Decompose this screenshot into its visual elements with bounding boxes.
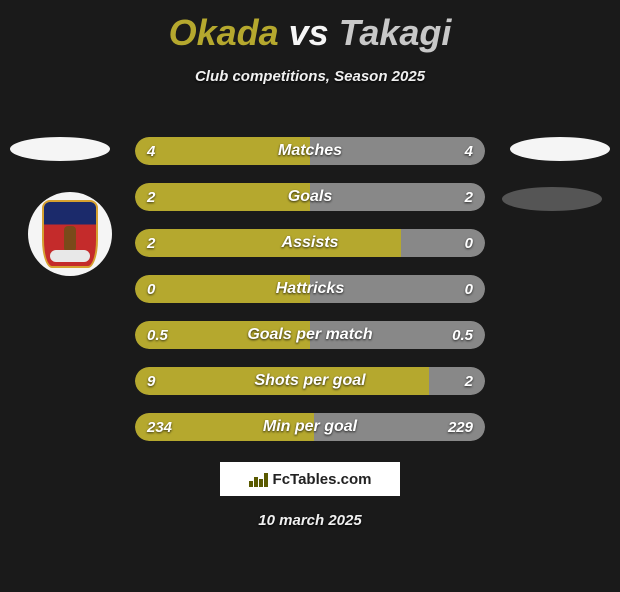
vs-label: vs xyxy=(289,12,329,53)
stat-label: Shots per goal xyxy=(135,367,485,395)
brand-badge[interactable]: FcTables.com xyxy=(220,462,400,496)
stat-row: 20Assists xyxy=(135,229,485,257)
stat-label: Assists xyxy=(135,229,485,257)
stat-label: Matches xyxy=(135,137,485,165)
stat-row: 0.50.5Goals per match xyxy=(135,321,485,349)
date-label: 10 march 2025 xyxy=(0,512,620,529)
stats-bars: 44Matches 22Goals 20Assists 00Hattricks 0.50… xyxy=(135,137,485,459)
player1-name: Okada xyxy=(169,12,279,53)
player2-name: Takagi xyxy=(339,12,452,53)
stat-row: 44Matches xyxy=(135,137,485,165)
stat-label: Goals xyxy=(135,183,485,211)
stat-label: Min per goal xyxy=(135,413,485,441)
stat-row: 234229Min per goal xyxy=(135,413,485,441)
comparison-title: Okada vs Takagi xyxy=(0,12,620,54)
player1-club-logo xyxy=(28,192,112,276)
stat-row: 92Shots per goal xyxy=(135,367,485,395)
club-emblem-shape xyxy=(42,200,98,268)
stat-label: Hattricks xyxy=(135,275,485,303)
stat-label: Goals per match xyxy=(135,321,485,349)
player2-club-logo xyxy=(502,187,602,211)
player2-avatar xyxy=(510,137,610,161)
subtitle: Club competitions, Season 2025 xyxy=(0,68,620,85)
stat-row: 00Hattricks xyxy=(135,275,485,303)
player1-avatar xyxy=(10,137,110,161)
stat-row: 22Goals xyxy=(135,183,485,211)
brand-chart-icon xyxy=(249,471,269,487)
brand-text: FcTables.com xyxy=(273,471,372,488)
